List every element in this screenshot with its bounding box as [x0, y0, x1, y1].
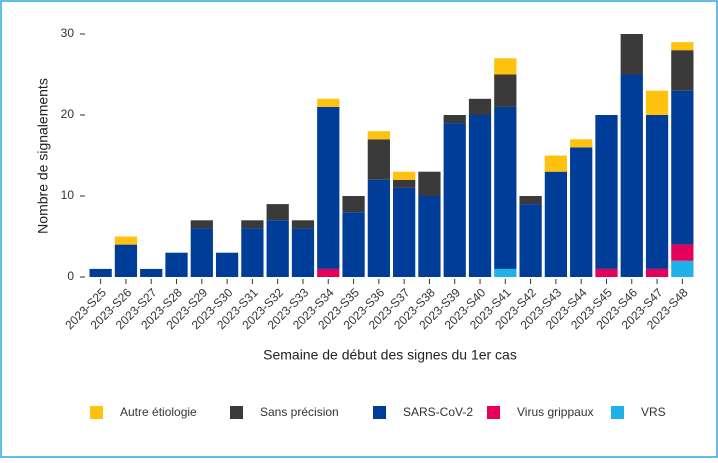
bar-segment — [215, 252, 239, 277]
bar-segment — [317, 98, 340, 107]
bar-segment — [342, 196, 365, 213]
bar-segment — [671, 260, 694, 277]
bar-segment — [494, 74, 517, 107]
bar-segment — [367, 179, 390, 277]
bar-segment — [291, 228, 315, 277]
bar-segment — [241, 220, 264, 229]
bar-segment — [468, 98, 492, 115]
bar-segment — [190, 220, 213, 229]
bar-segment — [393, 187, 416, 277]
bar-segment — [468, 115, 492, 277]
legend-label: VRS — [641, 405, 666, 419]
bar-segment — [645, 115, 669, 269]
bar-segment — [671, 42, 694, 51]
bar-segment — [241, 228, 264, 277]
bar-segment — [418, 196, 441, 277]
bar-segment — [114, 244, 138, 277]
legend-label: Virus grippaux — [517, 405, 594, 419]
bar-segment — [494, 106, 517, 269]
bar-segment — [317, 106, 340, 269]
bar-segment — [671, 244, 694, 261]
bar-segment — [190, 228, 213, 277]
bar-segment — [570, 139, 593, 148]
bar-segment — [443, 123, 466, 277]
y-axis-title: Nombre de signalements — [35, 78, 51, 234]
y-tick-label: 10 — [61, 188, 75, 202]
bar-segment — [418, 171, 441, 196]
bar-segment — [544, 171, 568, 277]
bar-segment — [393, 179, 416, 188]
legend-label: Sans précision — [260, 405, 339, 419]
legend-swatch — [487, 406, 500, 419]
legend-swatch — [373, 406, 386, 419]
bar-segment — [544, 155, 568, 172]
y-tick-label: 30 — [61, 26, 75, 40]
bar-segment — [393, 171, 416, 180]
bar-segment — [645, 268, 669, 277]
bar-segment — [266, 220, 289, 277]
bar-segment — [671, 90, 694, 245]
bar-segment — [443, 115, 466, 124]
bar-segment — [519, 204, 542, 277]
bar-segment — [494, 268, 517, 277]
bar-segment — [291, 220, 315, 229]
bar-segment — [671, 50, 694, 91]
bar-segment — [140, 268, 163, 277]
bar-segment — [645, 90, 669, 115]
bar-segment — [367, 139, 390, 180]
legend-swatch — [611, 406, 624, 419]
legend-swatch — [230, 406, 243, 419]
bar-segment — [519, 196, 542, 205]
bar-segment — [165, 252, 188, 277]
y-tick-label: 0 — [67, 269, 74, 283]
legend-label: SARS-CoV-2 — [403, 405, 473, 419]
y-tick-label: 20 — [61, 107, 75, 121]
bar-segment — [342, 212, 365, 277]
bar-segment — [114, 236, 138, 245]
bar-segment — [317, 268, 340, 277]
legend-label: Autre étiologie — [120, 405, 197, 419]
bar-segment — [266, 204, 289, 221]
bar-segment — [620, 74, 643, 277]
legend-swatch — [90, 406, 103, 419]
x-axis-title: Semaine de début des signes du 1er cas — [263, 347, 517, 363]
bar-segment — [89, 268, 112, 277]
bar-segment — [620, 34, 643, 75]
bar-segment — [595, 268, 618, 277]
bar-segment — [570, 147, 593, 277]
bar-segment — [367, 131, 390, 140]
bar-segment — [494, 58, 517, 75]
bar-segment — [595, 115, 618, 269]
